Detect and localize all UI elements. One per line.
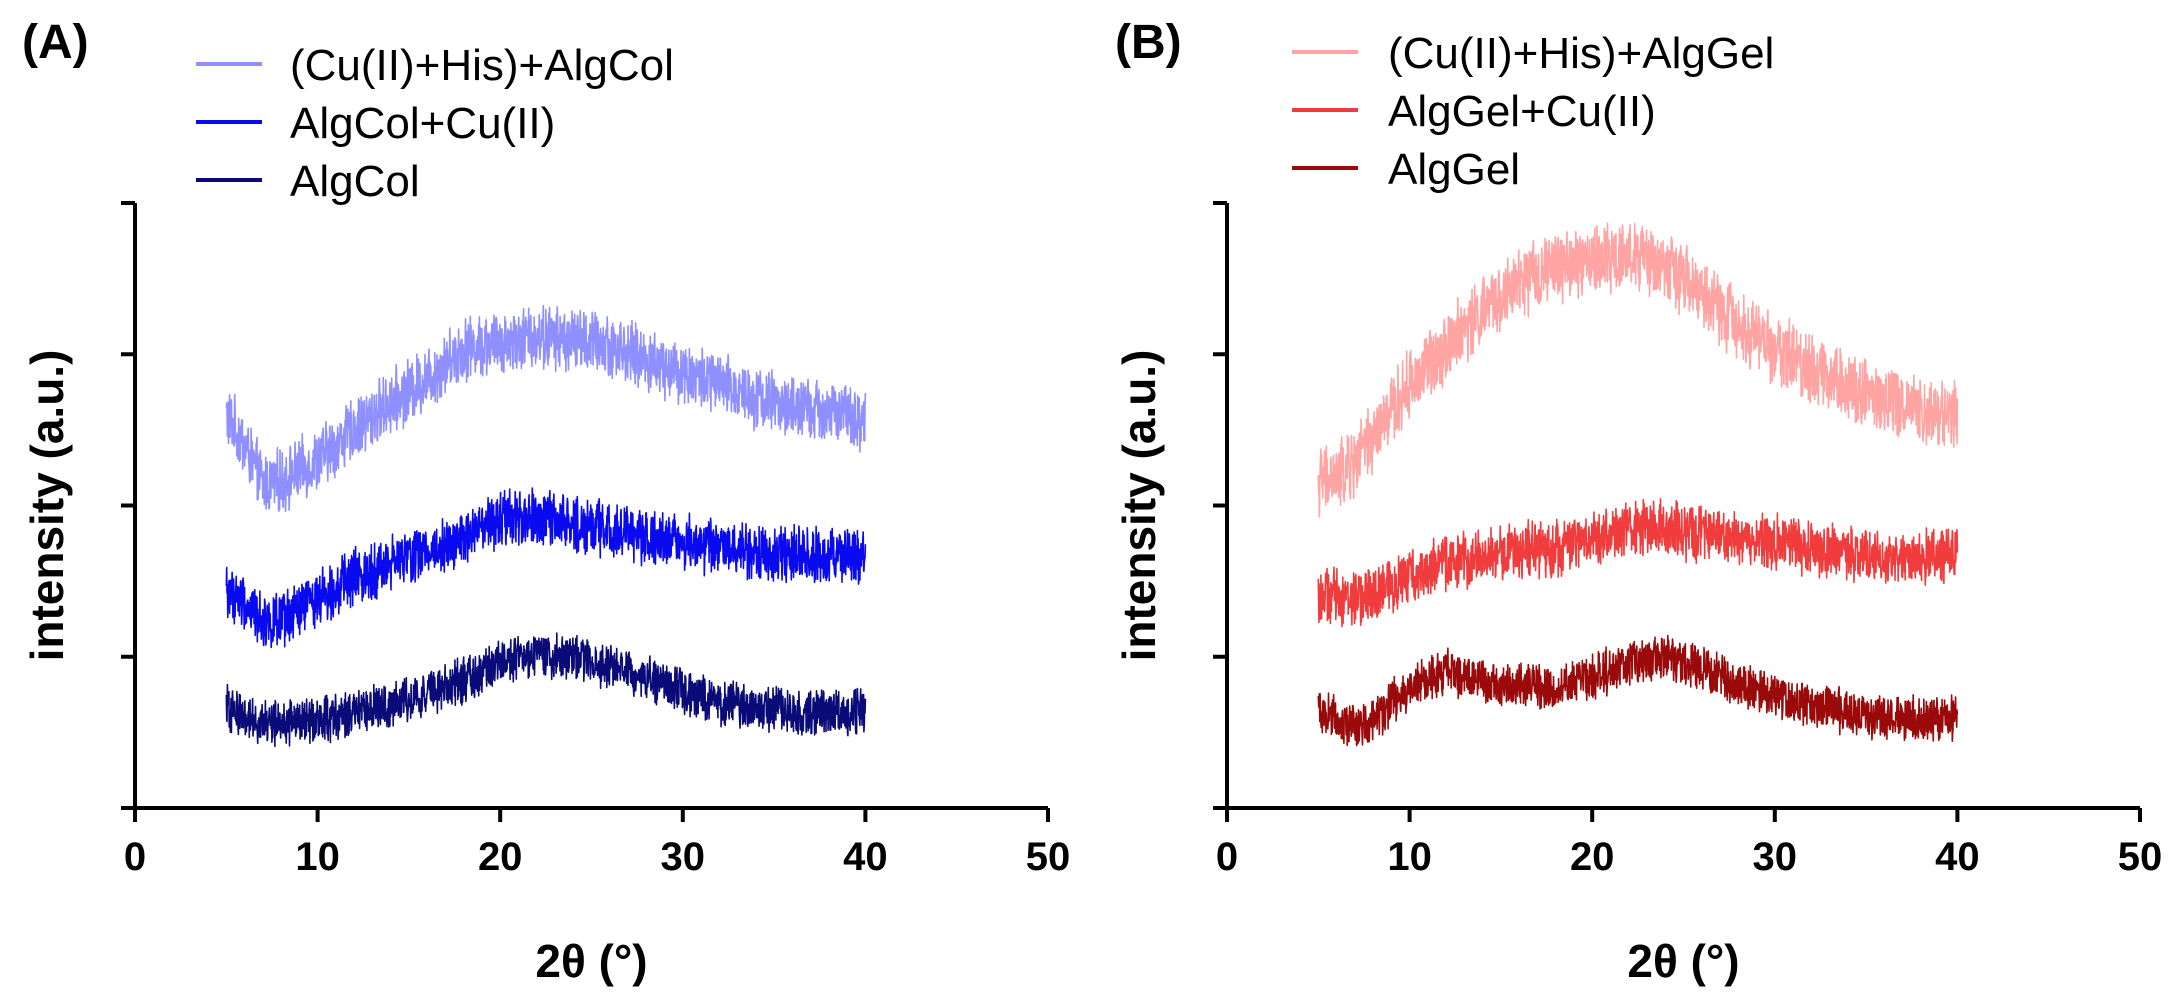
legend-entry-label: AlgGel+Cu(II): [1388, 87, 1656, 136]
y-axis-title: intensity (a.u.): [21, 350, 73, 662]
panel-label: (B): [1115, 16, 1182, 69]
series-line-1: [225, 304, 867, 512]
x-tick-label: 30: [661, 835, 706, 879]
series-line-1: [1317, 222, 1959, 518]
x-tick-label: 50: [1026, 835, 1071, 879]
legend-entry-label: (Cu(II)+His)+AlgCol: [290, 41, 674, 90]
x-tick-label: 50: [2118, 835, 2163, 879]
y-axis-title: intensity (a.u.): [1113, 350, 1165, 662]
chart-panel-b: (B) 0 10 20 30 40 50 2θ (°) intensity (a.u.) (Cu(…: [1113, 16, 2162, 987]
legend-entry-label: AlgCol: [290, 157, 420, 206]
x-tick-label: 0: [124, 835, 146, 879]
x-tick-label: 20: [1570, 835, 1615, 879]
x-tick-label: 20: [478, 835, 523, 879]
x-axis-title: 2θ (°): [535, 935, 647, 987]
legend-entry-label: (Cu(II)+His)+AlgGel: [1388, 29, 1774, 78]
panel-label: (A): [22, 16, 89, 69]
chart-panel-a: (A) 0 10 20 30 40 50 2θ (°) intensity (a.u.) (Cu(…: [21, 16, 1070, 987]
series-line-2: [1317, 498, 1959, 628]
x-tick-label: 40: [843, 835, 888, 879]
series-line-3: [225, 632, 867, 748]
x-axis-title: 2θ (°): [1627, 935, 1739, 987]
x-tick-label: 40: [1935, 835, 1980, 879]
series-line-2: [225, 487, 867, 649]
legend-entry-label: AlgGel: [1388, 145, 1520, 194]
x-tick-label: 0: [1216, 835, 1238, 879]
x-tick-label: 30: [1753, 835, 1798, 879]
x-tick-label: 10: [295, 835, 340, 879]
series-line-3: [1317, 634, 1959, 747]
x-tick-label: 10: [1387, 835, 1432, 879]
legend-entry-label: AlgCol+Cu(II): [290, 99, 555, 148]
